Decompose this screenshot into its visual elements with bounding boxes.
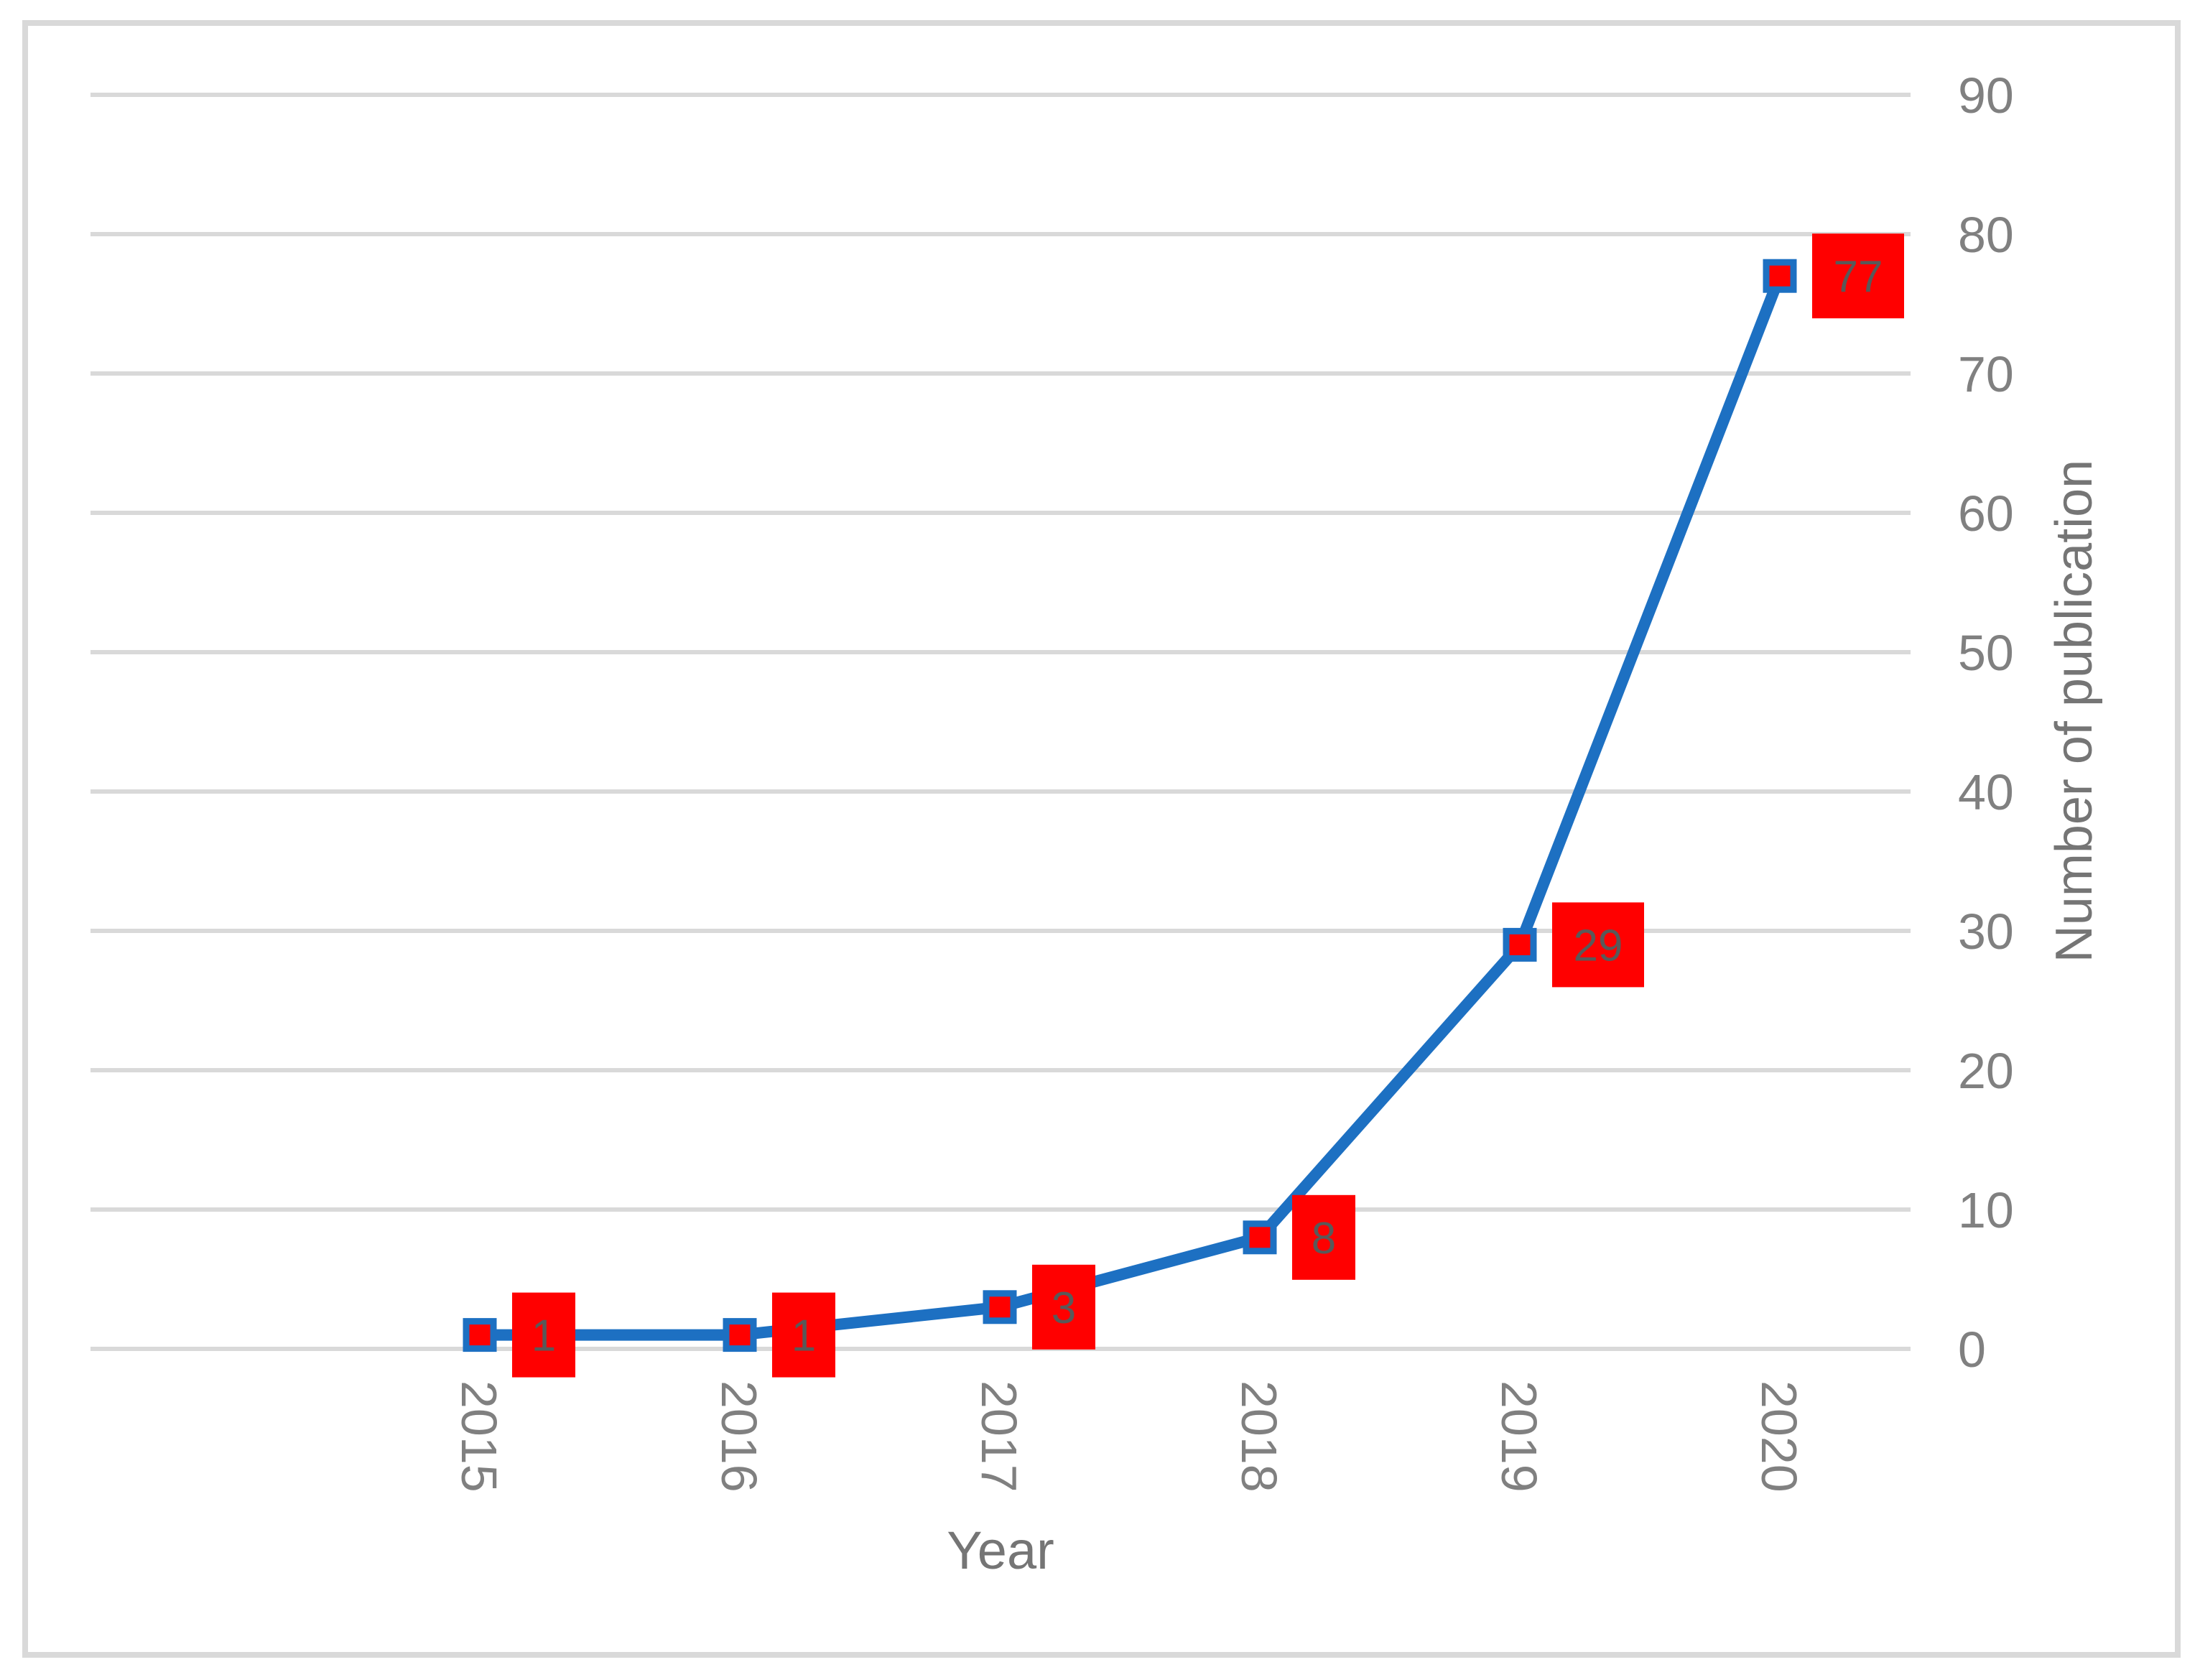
y-axis-title: Number of publication: [2046, 460, 2103, 962]
y-tick-label: 80: [1958, 207, 2014, 263]
data-label-value: 1: [792, 1312, 816, 1361]
x-tick-label: 2015: [451, 1380, 507, 1493]
data-label-box: [512, 1292, 575, 1378]
data-labels-group: 1 1 3 8 29 77: [512, 233, 1904, 1378]
gridlines-group: [90, 93, 1911, 1351]
y-tick-label: 90: [1958, 68, 2014, 124]
data-label-box: [1552, 902, 1644, 988]
y-tick-label: 60: [1958, 486, 2014, 542]
data-label-value: 77: [1834, 252, 1883, 302]
data-point-marker: [1763, 259, 1797, 293]
y-tick-label: 10: [1958, 1182, 2014, 1238]
x-tick-label: 2017: [971, 1380, 1027, 1493]
y-tick-label: 0: [1958, 1322, 1986, 1378]
y-tick-labels-group: 0 10 20 30 40 50 60 70 80 90: [1958, 68, 2014, 1378]
data-label-value: 8: [1312, 1214, 1336, 1263]
x-tick-label: 2020: [1751, 1380, 1807, 1493]
data-label-value: 3: [1052, 1284, 1076, 1333]
x-tick-label: 2019: [1491, 1380, 1547, 1493]
data-point-marker: [723, 1318, 757, 1352]
y-tick-label: 40: [1958, 764, 2014, 820]
x-tick-label: 2016: [711, 1380, 767, 1493]
x-axis-title: Year: [947, 1521, 1054, 1580]
y-tick-label: 50: [1958, 625, 2014, 681]
x-tick-label: 2018: [1231, 1380, 1287, 1493]
data-point-marker: [1243, 1220, 1277, 1255]
data-label-box: [1292, 1194, 1355, 1280]
data-label-value: 1: [532, 1312, 556, 1361]
y-tick-label: 30: [1958, 904, 2014, 960]
data-label-box: [1812, 233, 1904, 319]
data-series-line: [474, 270, 1786, 1341]
figure-border: [22, 20, 2181, 1658]
x-tick-labels-group: 2015 2016 2017 2018 2019 2020: [451, 1380, 1807, 1493]
data-point-marker: [463, 1318, 497, 1352]
data-point-marker: [983, 1290, 1017, 1324]
data-label-value: 29: [1574, 921, 1623, 970]
y-tick-label: 20: [1958, 1043, 2014, 1099]
data-point-marker: [1503, 927, 1537, 962]
y-tick-label: 70: [1958, 346, 2014, 402]
data-label-box: [1032, 1264, 1095, 1350]
series-group: [463, 259, 1797, 1352]
data-label-box: [772, 1292, 835, 1378]
